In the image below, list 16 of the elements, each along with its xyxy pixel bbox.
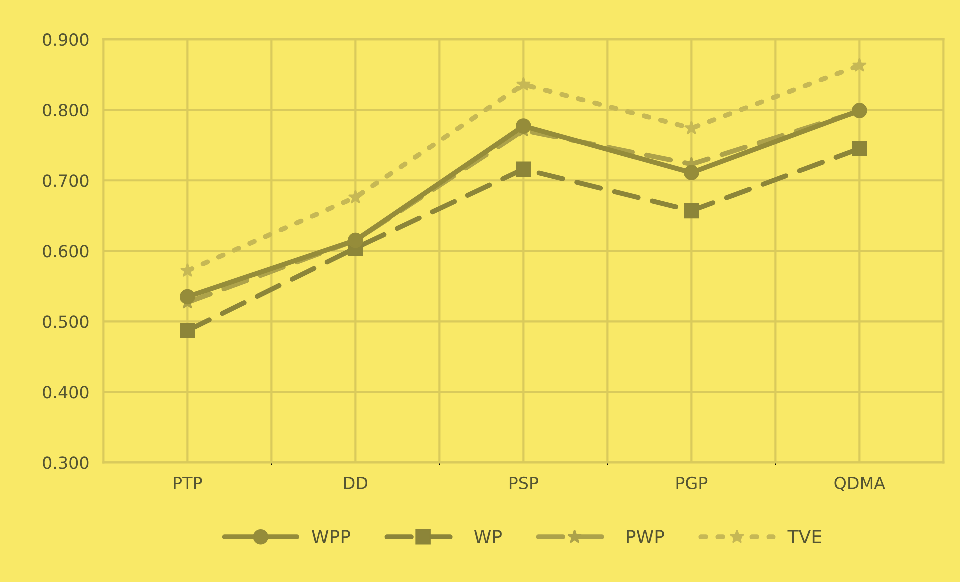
x-tick-label: PSP <box>510 476 538 490</box>
y-tick-label: 0.300 <box>43 456 89 470</box>
y-tick-label: 0.400 <box>43 386 89 399</box>
y-tick-label: 0.800 <box>43 104 89 117</box>
x-tick-label: PGP <box>676 476 708 490</box>
x-tick-label: QDMA <box>834 476 886 492</box>
legend-label: TVE <box>788 530 822 544</box>
legend-label: WP <box>474 530 502 544</box>
legend-label: PWP <box>627 530 664 544</box>
x-tick-label: DD <box>344 477 368 490</box>
legend-label: WPP <box>312 530 350 544</box>
x-tick-label: PTP <box>174 477 202 490</box>
y-tick-label: 0.500 <box>43 316 89 328</box>
y-tick-label: 0.900 <box>43 34 89 46</box>
y-tick-label: 0.700 <box>43 174 89 188</box>
y-tick-label: 0.600 <box>43 245 89 258</box>
